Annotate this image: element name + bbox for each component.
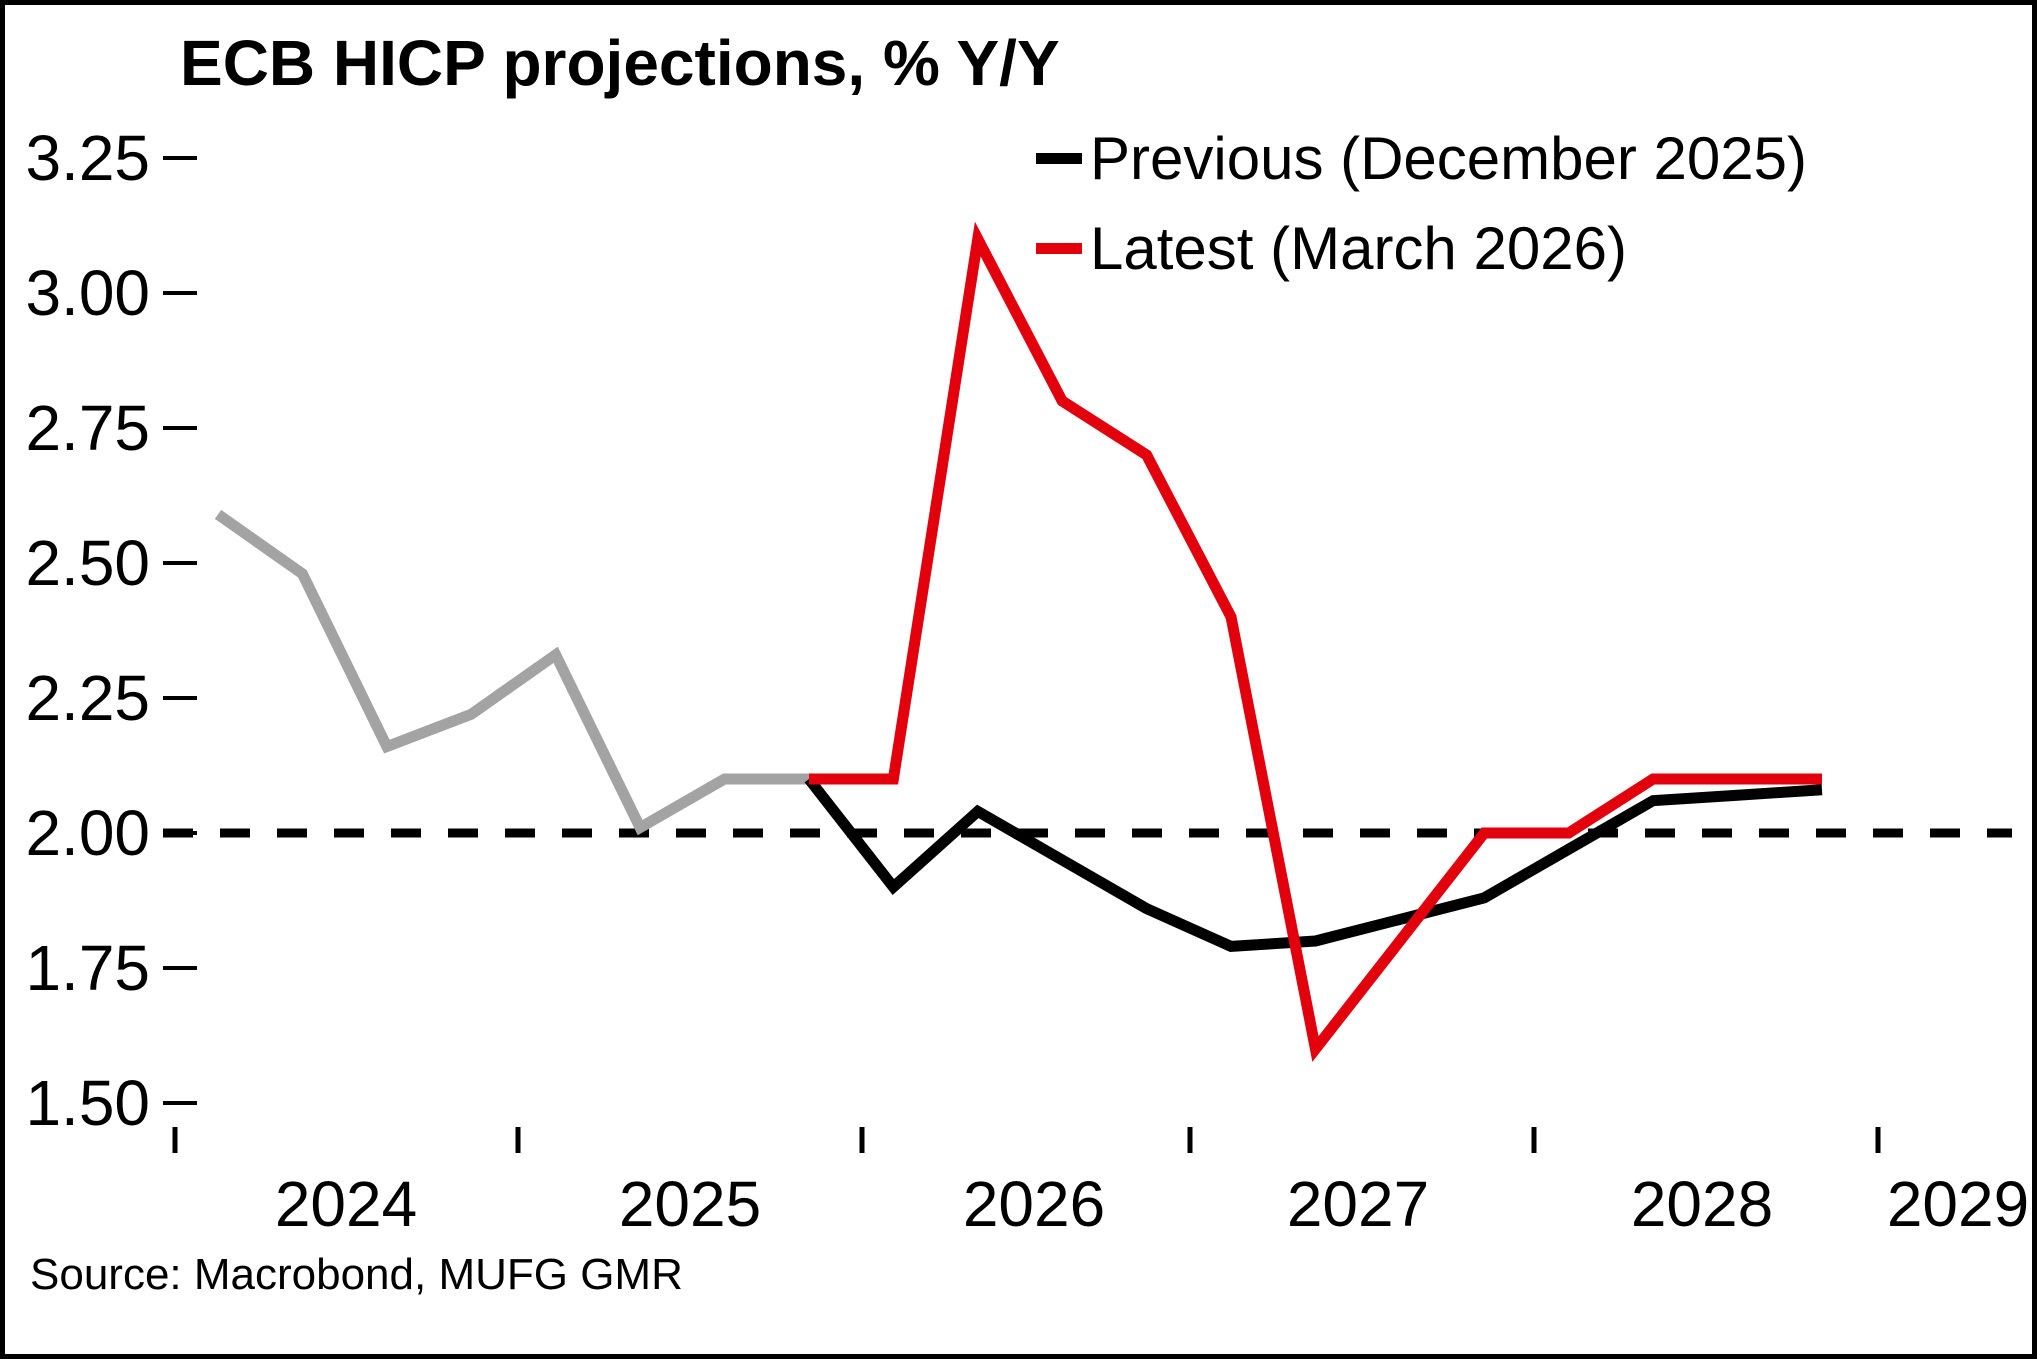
y-axis-tick-label: 2.25 [25, 662, 150, 734]
previous-series-swatch [1036, 152, 1082, 164]
legend-label-latest: Latest (March 2026) [1090, 214, 1627, 282]
y-axis-tick-label: 2.50 [25, 527, 150, 599]
y-axis-tick-label: 1.50 [25, 1067, 150, 1139]
legend-label-previous: Previous (December 2025) [1090, 124, 1807, 192]
series-line-previous-december-2025 [804, 775, 1823, 952]
x-axis-tick-label: 2027 [1286, 1168, 1430, 1240]
y-axis-tick-label: 3.25 [25, 122, 150, 194]
x-axis-tick-label: 2029 [1886, 1168, 2030, 1240]
legend-item-latest: Latest (March 2026) [1036, 212, 1627, 284]
y-axis-tick-label: 3.00 [25, 257, 150, 329]
series-line-latest-march-2026 [808, 221, 1822, 1062]
x-axis-tick-label: 2026 [962, 1168, 1106, 1240]
x-axis-tick-label: 2025 [618, 1168, 762, 1240]
y-axis-tick-label: 2.75 [25, 392, 150, 464]
y-axis-tick-label: 1.75 [25, 932, 150, 1004]
x-axis-tick-label: 2024 [274, 1168, 418, 1240]
series-line-actual [214, 509, 809, 836]
x-axis-tick-label: 2028 [1630, 1168, 1774, 1240]
source-note: Source: Macrobond, MUFG GMR [30, 1250, 683, 1299]
y-axis-tick-label: 2.00 [25, 797, 150, 869]
latest-series-swatch [1036, 242, 1082, 254]
legend-item-previous: Previous (December 2025) [1036, 122, 1807, 194]
chart-title: ECB HICP projections, % Y/Y [180, 27, 1060, 99]
